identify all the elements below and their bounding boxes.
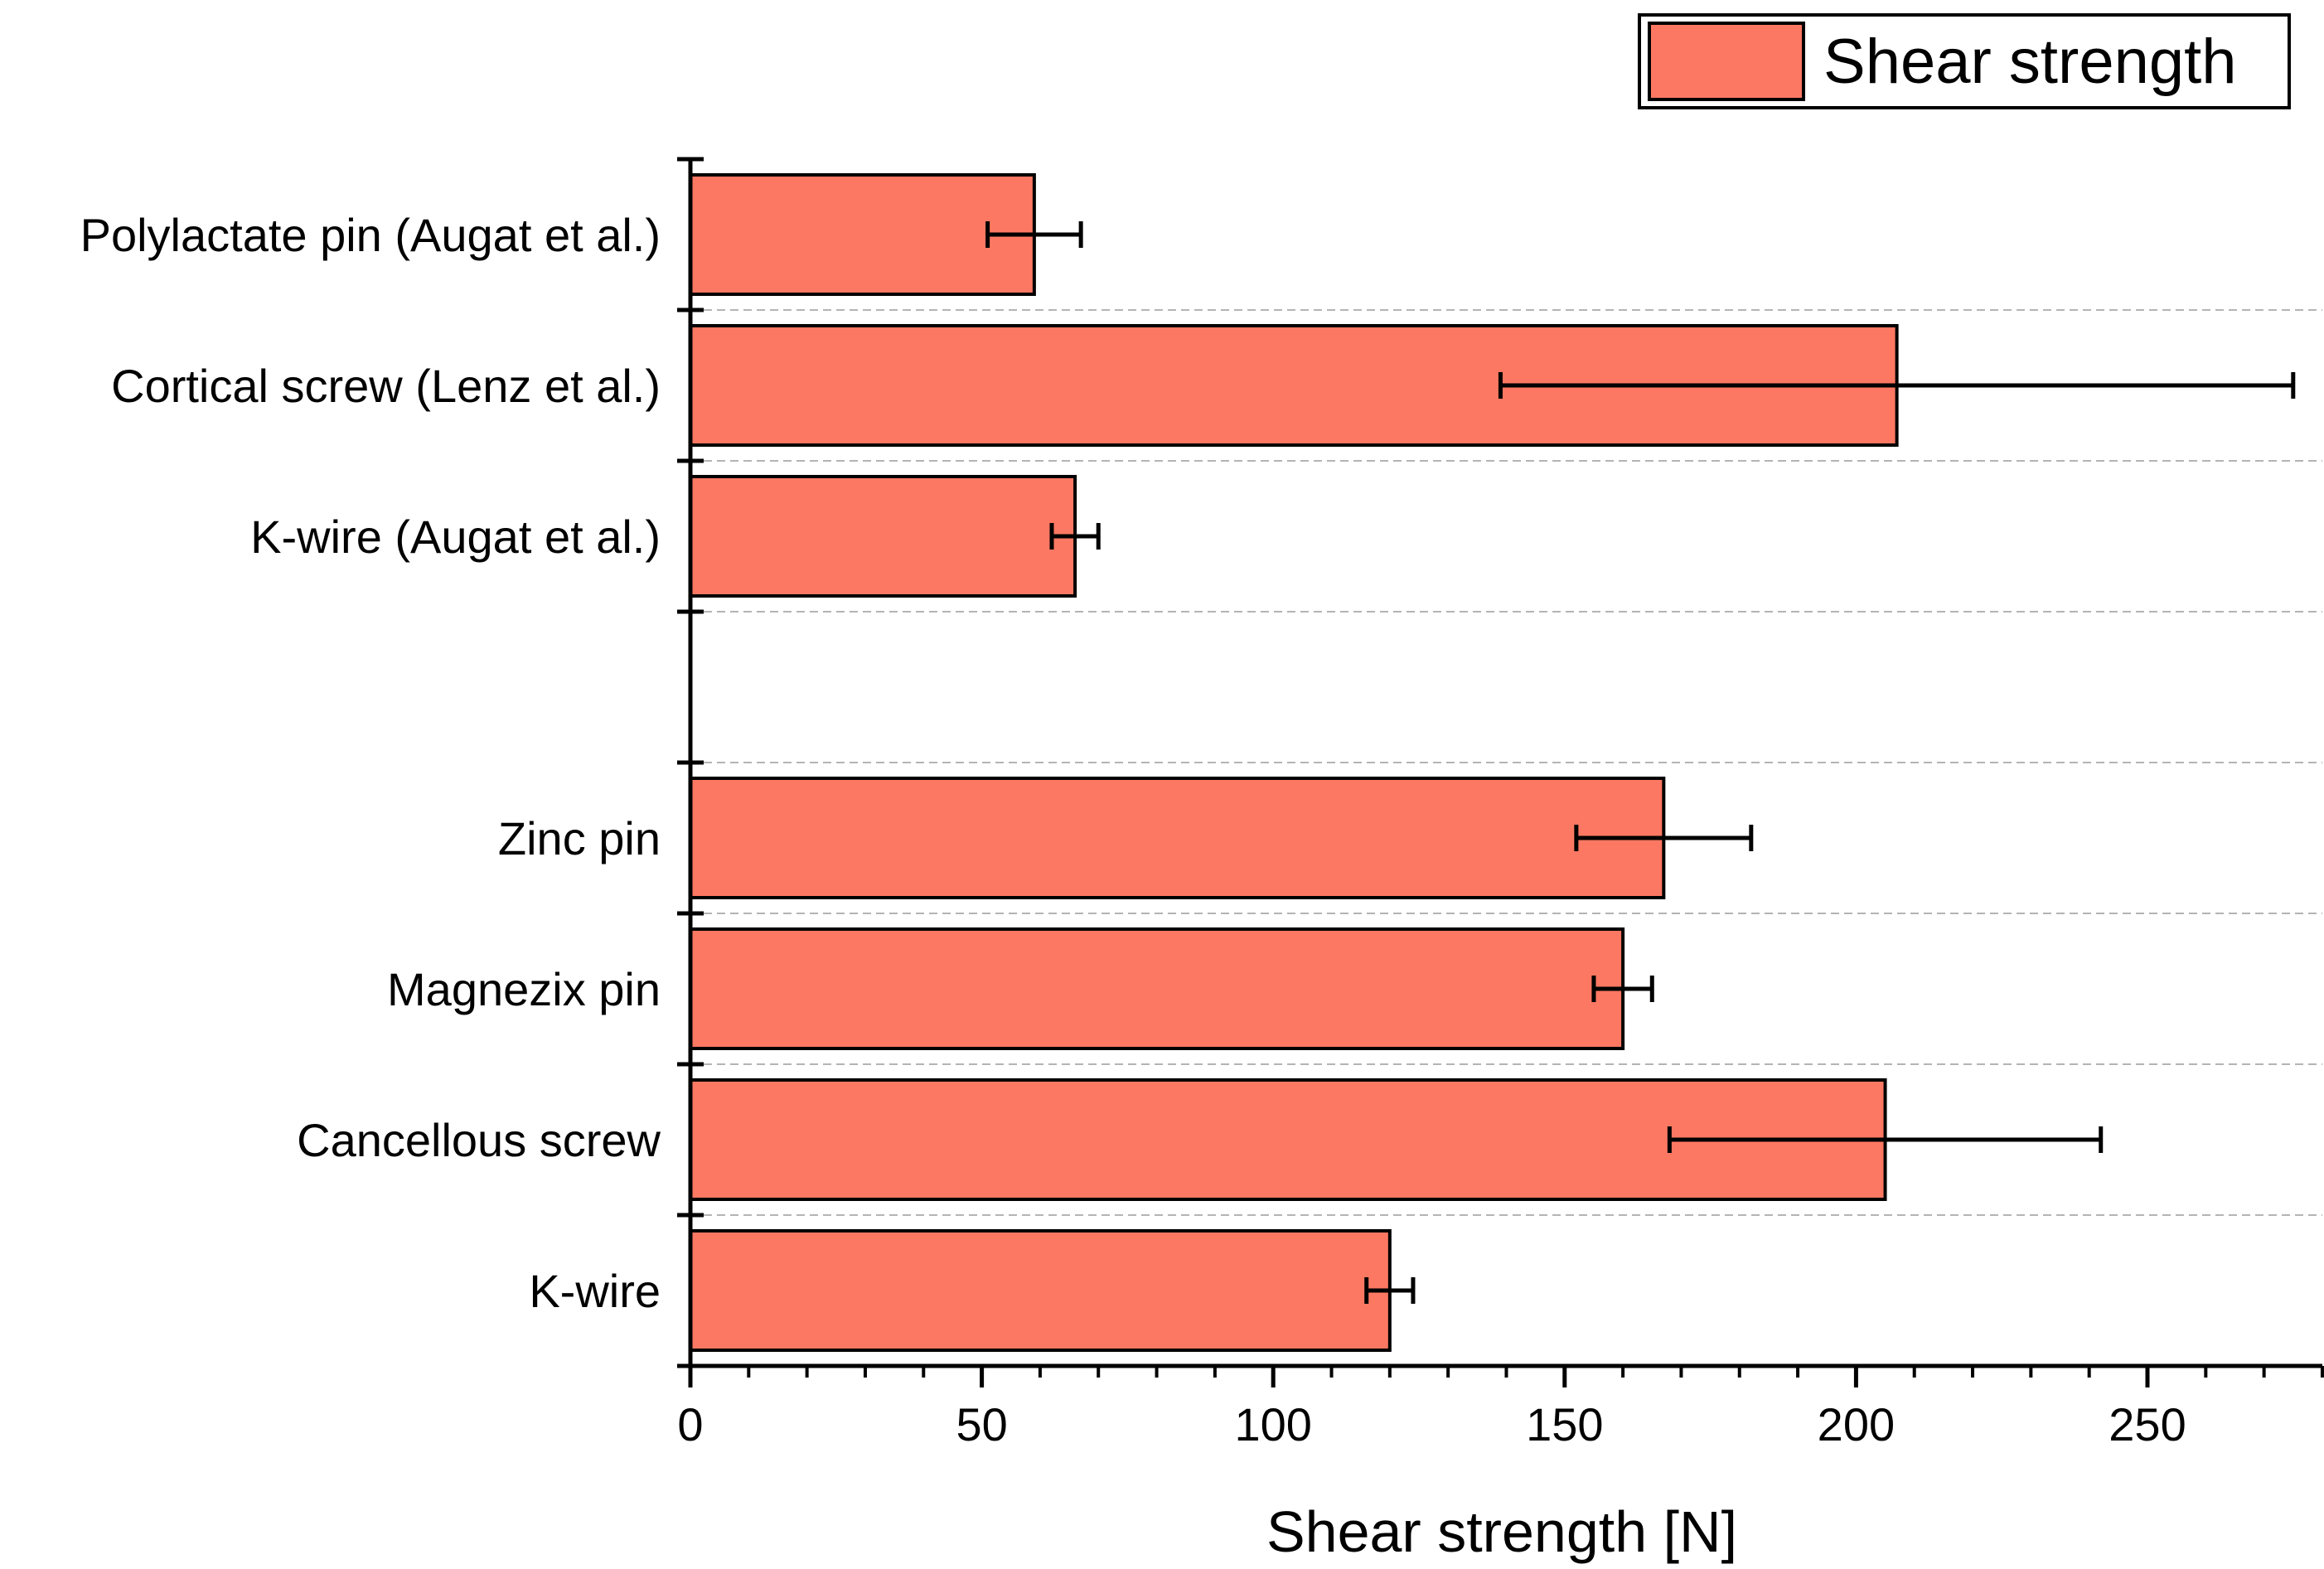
x-tick-label: 100	[1234, 1398, 1311, 1450]
bar	[689, 927, 1625, 1050]
x-tick-label: 200	[1818, 1398, 1895, 1450]
x-tick-label: 50	[956, 1398, 1007, 1450]
category-label: Cortical screw (Lenz et al.)	[111, 360, 661, 412]
category-label: Zinc pin	[498, 812, 661, 864]
x-tick-label: 250	[2109, 1398, 2186, 1450]
category-label: K-wire	[529, 1265, 661, 1317]
axis-layer	[677, 157, 2324, 1387]
label-layer: Polylactate pin (Augat et al.) Cortical s…	[80, 209, 2186, 1450]
category-label: K-wire (Augat et al.)	[250, 511, 661, 563]
grid-layer	[690, 309, 2322, 1216]
bar	[689, 1229, 1392, 1352]
category-label: Polylactate pin (Augat et al.)	[80, 209, 661, 261]
bar	[689, 777, 1666, 899]
legend: Shear strength	[1638, 13, 2291, 109]
x-tick-label: 150	[1526, 1398, 1603, 1450]
category-label: Magnezix pin	[387, 963, 661, 1015]
category-label: Cancellous screw	[297, 1114, 661, 1166]
legend-label: Shear strength	[1823, 27, 2237, 97]
error-layer	[985, 221, 2296, 1304]
x-axis-title: Shear strength [N]	[1266, 1499, 1737, 1564]
legend-swatch	[1648, 22, 1805, 101]
bar	[689, 475, 1077, 598]
x-tick-label: 0	[677, 1398, 703, 1450]
bar	[689, 173, 1036, 296]
